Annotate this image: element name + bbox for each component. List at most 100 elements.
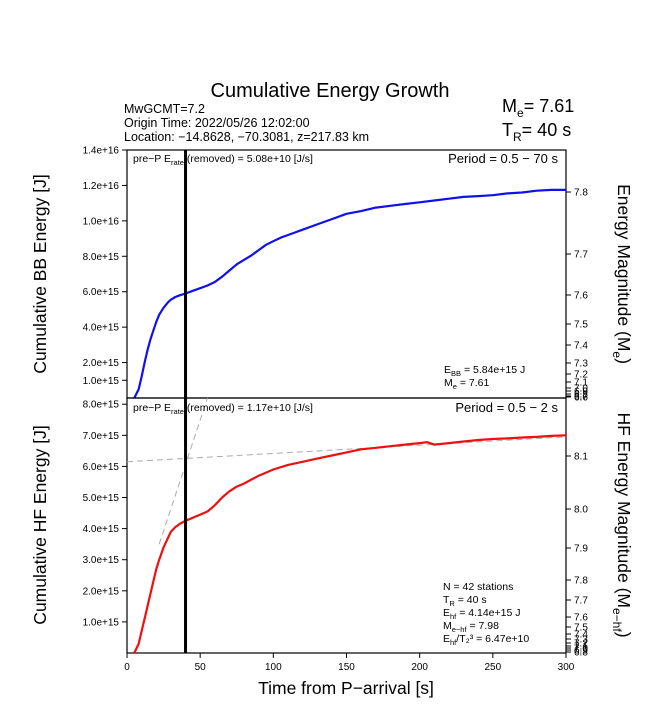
bb-right-tick-label: 7.8 — [574, 188, 588, 199]
x-tick-label: 300 — [558, 662, 575, 673]
bb-y-tick-label: 4.0e+15 — [83, 323, 120, 334]
bb-right-tick-label: 6.8 — [574, 390, 588, 401]
hf-right-label-main: HF Energy Magnitude (M — [614, 412, 634, 608]
hf-y-tick-label: 4.0e+15 — [83, 524, 120, 535]
bb-series — [133, 150, 566, 399]
bb-y-tick-label: 1.0e+16 — [83, 216, 120, 227]
bb-energy-stat: EBB = 5.84e+15 J — [444, 364, 525, 378]
hf-right-axis-label: HF Energy Magnitude (Me−hf) — [610, 412, 634, 637]
bb-stat1-label: E — [444, 364, 451, 376]
hf-right-tick-label: 8.1 — [574, 452, 588, 463]
bb-y-tick-label: 6.0e+15 — [83, 287, 120, 298]
x-tick-label: 150 — [338, 662, 355, 673]
hf-right-tick-label: 7.0 — [574, 644, 588, 655]
bb-period: Period = 0.5 − 70 s — [448, 151, 558, 166]
hf-stat-line: N = 42 stations — [443, 581, 513, 593]
hf-right-tick-label: 7.2 — [574, 639, 588, 650]
x-tick-label: 100 — [265, 662, 282, 673]
bb-right-tick-label: 7.6 — [574, 291, 588, 302]
bb-y-axis-label: Cumulative BB Energy [J] — [30, 174, 50, 373]
hf-y-tick-label: 7.0e+15 — [83, 431, 120, 442]
bb-y-tick-label: 1.2e+16 — [83, 181, 120, 192]
origin-time: Origin Time: 2022/05/26 12:02:00 — [124, 116, 310, 130]
hf-y-axis-label: Cumulative HF Energy [J] — [30, 425, 50, 624]
bb-right-tick-label: 6.9 — [574, 387, 588, 398]
x-tick-label: 0 — [124, 662, 130, 673]
bb-y-ticks: 1.0e+15 2.0e+15 4.0e+15 6.0e+15 8.0e+15 1.0e+… — [83, 146, 127, 387]
bb-right-tick-label: 7.2 — [574, 370, 588, 381]
hf-right-tick-label: 7.1 — [574, 642, 588, 653]
hf-right-tick-label: 7.6 — [574, 613, 588, 624]
tr-header-sub: R — [513, 130, 522, 144]
hf-right-tick-label: 7.8 — [574, 576, 588, 587]
hf-y-tick-label: 5.0e+15 — [83, 493, 120, 504]
bb-right-label-end: ) — [614, 358, 634, 364]
bb-right-tick-label: 6.7 — [574, 392, 588, 403]
hf-dashed-guide — [126, 436, 567, 463]
bb-stat1-sub: BB — [451, 369, 461, 378]
bb-stat1-value: = 5.84e+15 J — [461, 364, 525, 376]
hf-right-tick-label: 8.0 — [574, 505, 588, 516]
bb-energy-panel: 1.0e+15 2.0e+15 4.0e+15 6.0e+15 8.0e+15 1.0e+… — [30, 146, 634, 404]
hf-right-label-sub: e−hf — [610, 608, 624, 632]
hf-right-tick-label: 7.7 — [574, 596, 588, 607]
bb-right-tick-label: 7.3 — [574, 359, 588, 370]
bb-right-tick-label: 7.1 — [574, 378, 588, 389]
bb-y-tick-label: 2.0e+15 — [83, 358, 120, 369]
hf-right-tick-label: 7.5 — [574, 623, 588, 634]
hf-right-tick-label: 6.9 — [574, 646, 588, 657]
me-header-sub: e — [517, 106, 524, 120]
hf-period: Period = 0.5 − 2 s — [455, 400, 558, 415]
bb-right-label-main: Energy Magnitude (M — [614, 184, 634, 351]
bb-y-tick-label: 1.0e+15 — [83, 376, 120, 387]
hf-right-tick-label: 7.9 — [574, 544, 588, 555]
x-tick-label: 200 — [411, 662, 428, 673]
hf-right-tick-label: 7.4 — [574, 630, 588, 641]
hf-energy-line — [133, 434, 567, 654]
hf-y-tick-label: 2.0e+15 — [83, 586, 120, 597]
hf-series — [126, 397, 567, 654]
hf-stat-line: Me−hf = 7.98 — [443, 620, 499, 634]
x-tick-label: 50 — [195, 662, 207, 673]
x-axis-label: Time from P−arrival [s] — [258, 678, 434, 698]
hf-dashed-guide — [158, 397, 208, 545]
chart-title: Cumulative Energy Growth — [211, 80, 450, 102]
bb-pre-p-rate: pre−P Erate (removed) = 5.08e+10 [J/s] — [133, 153, 313, 167]
x-axis-ticks: 0 50 100 150 200 250 300 — [124, 653, 575, 673]
bb-pre-p-label: pre−P E — [133, 153, 171, 165]
hf-pre-p-rate: pre−P Erate (removed) = 1.17e+10 [J/s] — [133, 402, 313, 416]
hf-stat-line: TR = 40 s — [443, 594, 487, 608]
bb-stat2-value: = 7.61 — [457, 377, 490, 389]
bb-right-tick-label: 6.6 — [574, 393, 588, 404]
bb-right-tick-label: 7.5 — [574, 320, 588, 331]
tr-header-value: = 40 s — [522, 120, 572, 140]
bb-right-label-sub: e — [610, 351, 624, 358]
me-header-value: = 7.61 — [524, 96, 575, 116]
x-tick-label: 250 — [484, 662, 501, 673]
hf-pre-p-label: pre−P E — [133, 402, 171, 414]
hf-right-label-end: ) — [614, 632, 634, 638]
hf-stat-line: Ehf/T₂³ = 6.47e+10 — [443, 633, 529, 647]
bb-right-ticks: 6.66.76.86.97.07.17.27.3 7.4 7.5 7.6 7.7 7.8 — [566, 188, 588, 404]
bb-me-stat: Me = 7.61 — [444, 377, 489, 391]
hf-stat-line: Ehf = 4.14e+15 J — [443, 607, 521, 621]
tr-header-label: T — [502, 120, 513, 140]
hf-energy-panel: 1.0e+15 2.0e+15 3.0e+15 4.0e+15 5.0e+15 6.0e+… — [30, 397, 634, 698]
bb-right-tick-label: 7.4 — [574, 341, 588, 352]
bb-y-tick-label: 8.0e+15 — [83, 252, 120, 263]
hf-y-tick-label: 8.0e+15 — [83, 400, 120, 411]
hf-right-tick-label: 6.8 — [574, 648, 588, 659]
tr-header: TR= 40 s — [502, 120, 571, 144]
hf-right-tick-label: 7.3 — [574, 635, 588, 646]
bb-pre-p-sub: rate — [171, 158, 184, 167]
hf-pre-p-value: (removed) = 1.17e+10 [J/s] — [184, 402, 313, 414]
bb-stat2-label: M — [444, 377, 453, 389]
event-magnitude: MwGCMT=7.2 — [124, 102, 205, 116]
bb-energy-line — [133, 188, 566, 399]
event-location: Location: −14.8628, −70.3081, z=217.83 k… — [124, 130, 369, 144]
bb-y-tick-label: 1.4e+16 — [83, 146, 120, 157]
hf-right-ticks: 6.86.97.07.17.27.37.47.57.6 7.7 7.8 7.9 8.0 8… — [566, 452, 588, 659]
me-header: Me= 7.61 — [502, 96, 574, 120]
bb-stat2-sub: e — [453, 382, 457, 391]
